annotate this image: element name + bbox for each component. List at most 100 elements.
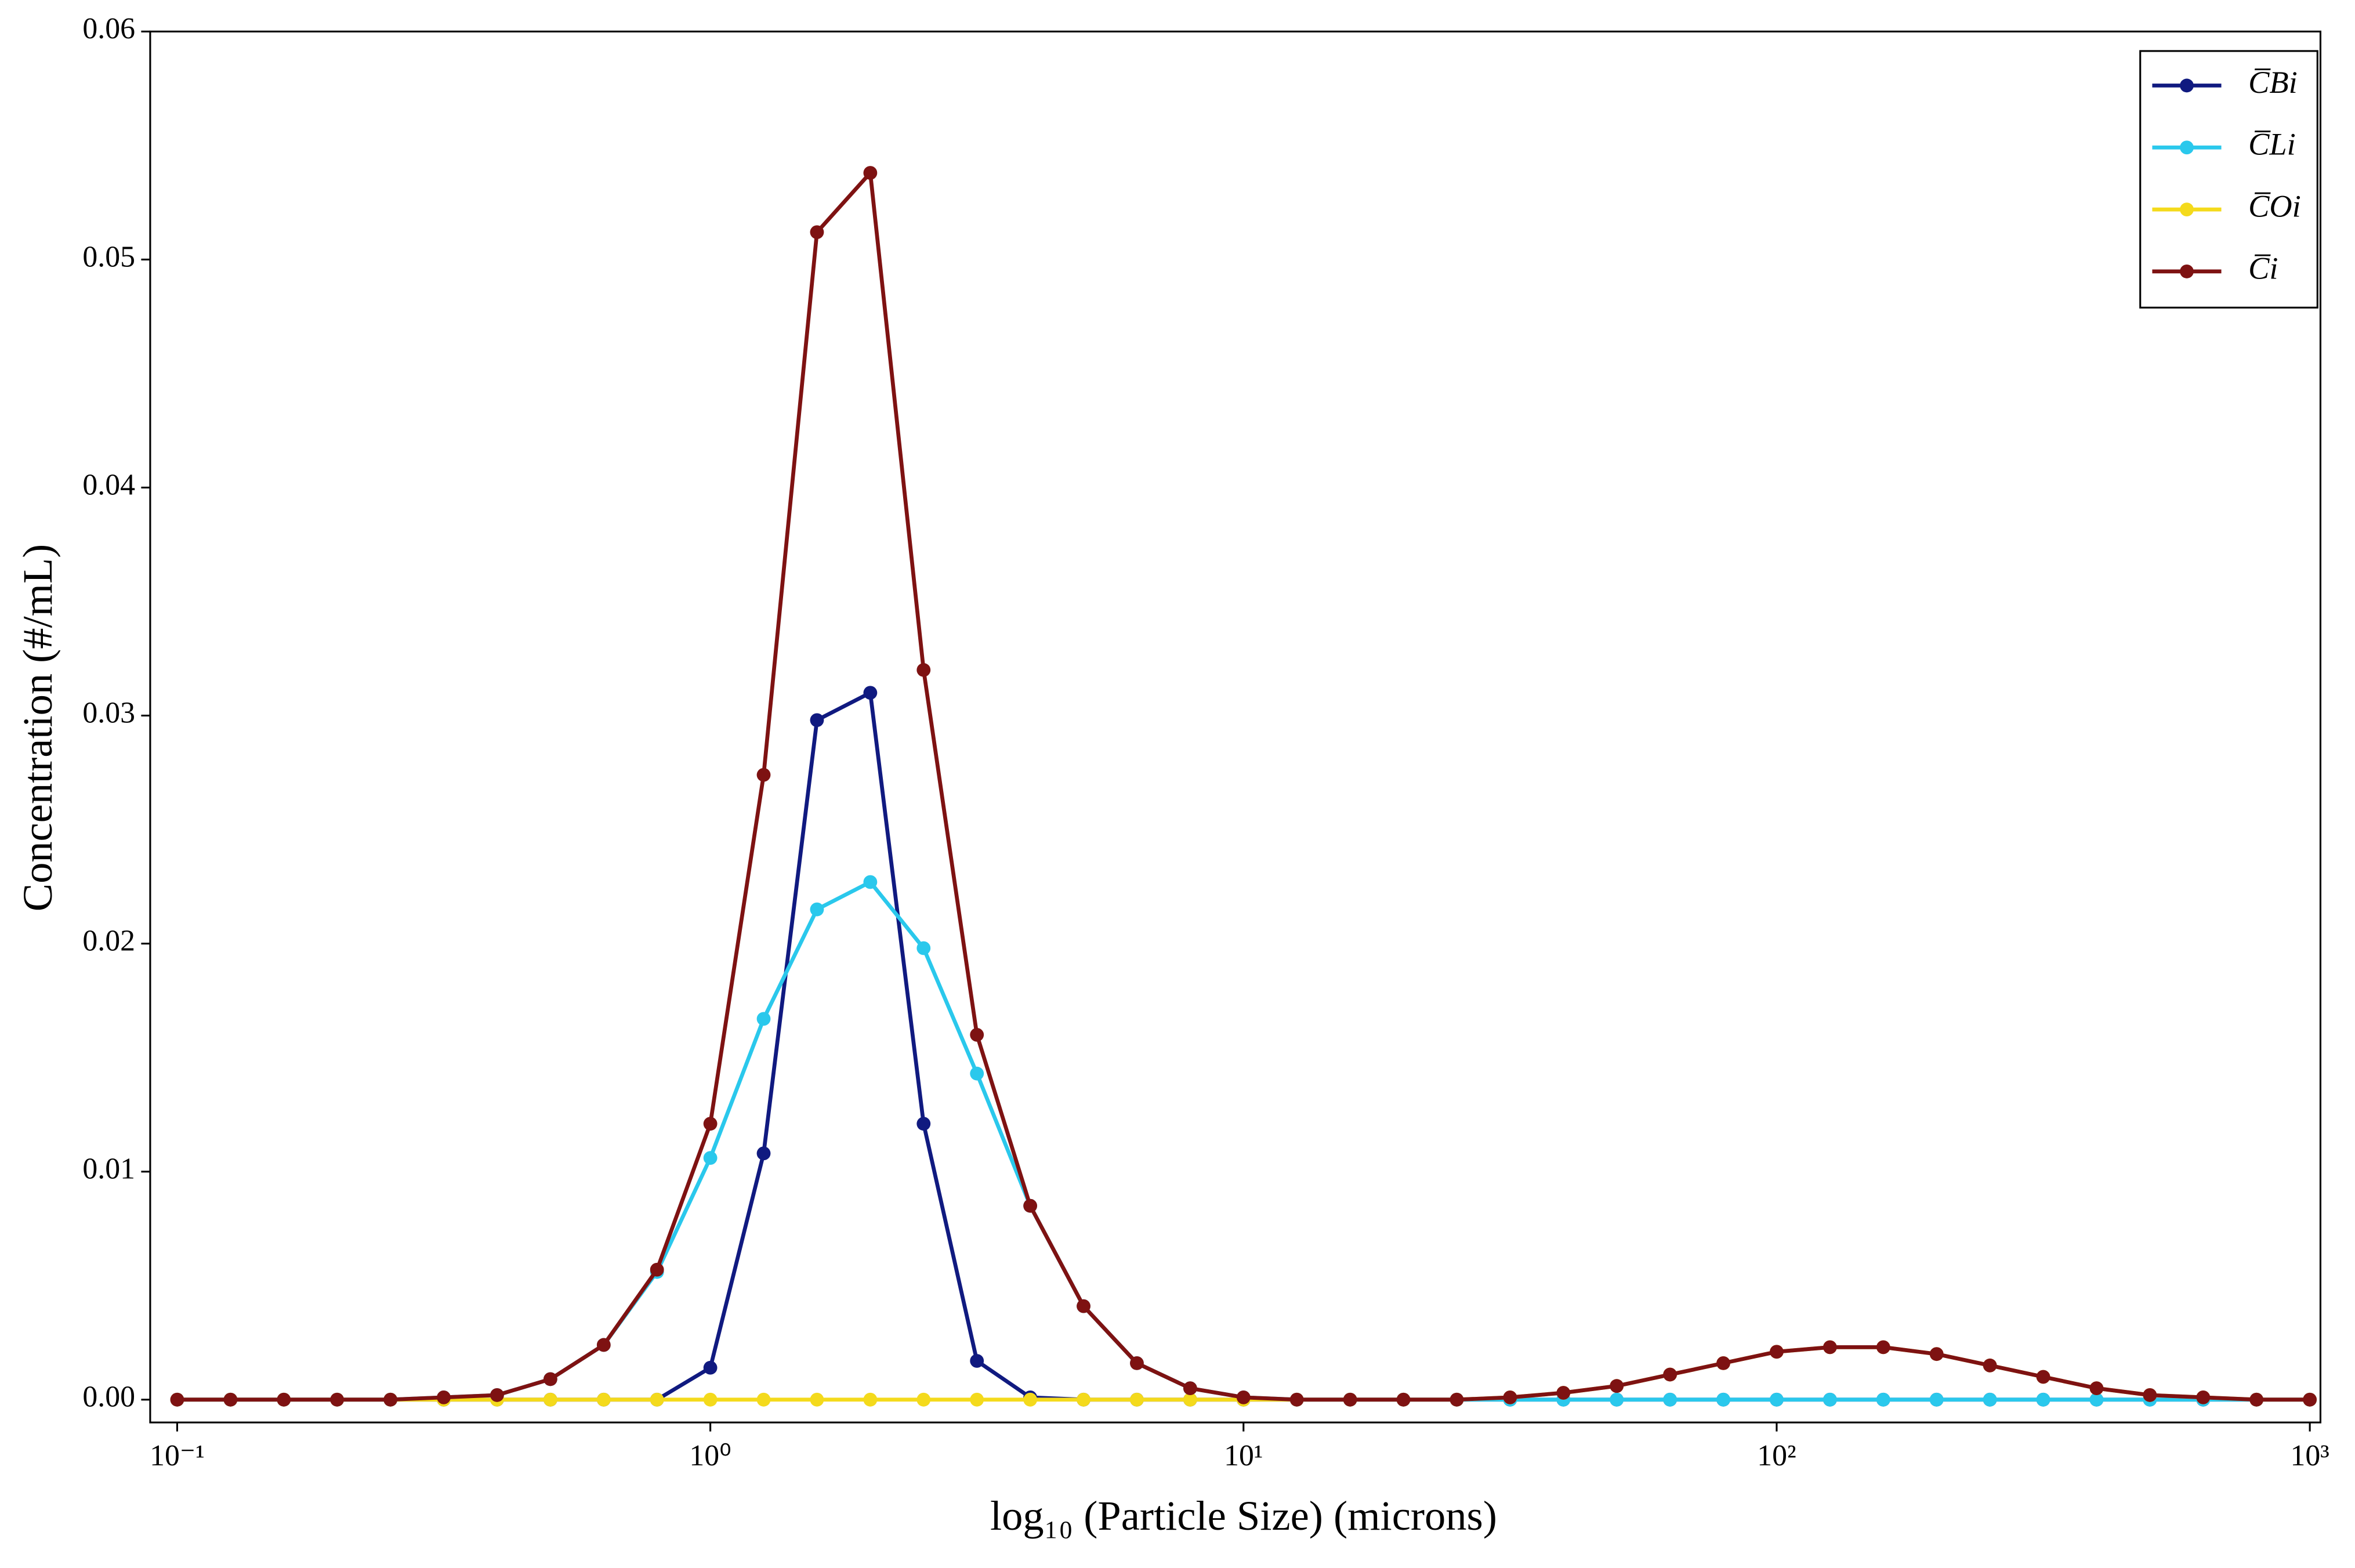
data-point xyxy=(650,1262,664,1277)
x-tick-label: 10² xyxy=(1757,1439,1796,1472)
data-point xyxy=(2249,1392,2264,1407)
data-point xyxy=(223,1392,238,1407)
data-point xyxy=(1023,1198,1038,1213)
data-point xyxy=(970,1027,984,1042)
data-point xyxy=(543,1372,557,1386)
series-line xyxy=(177,171,2310,1402)
data-point xyxy=(1023,1392,1038,1407)
data-point xyxy=(596,1338,611,1352)
data-point xyxy=(703,1117,718,1131)
data-point xyxy=(170,1392,184,1407)
data-point xyxy=(916,1392,931,1407)
data-point xyxy=(916,663,931,677)
legend-label: C̅Oi xyxy=(2248,189,2301,224)
data-point xyxy=(970,1354,984,1368)
data-point xyxy=(1183,1392,1197,1407)
data-point xyxy=(1130,1392,1144,1407)
y-tick-label: 0.06 xyxy=(82,12,135,45)
data-point xyxy=(756,767,771,782)
data-point xyxy=(756,1012,771,1026)
legend-marker xyxy=(2180,265,2194,278)
data-point xyxy=(703,1392,718,1407)
data-point xyxy=(703,1360,718,1375)
x-tick-label: 10¹ xyxy=(1224,1439,1263,1472)
data-point xyxy=(2089,1381,2104,1396)
data-point xyxy=(863,1392,878,1407)
data-point xyxy=(1983,1392,1997,1407)
data-point xyxy=(2303,1392,2317,1407)
y-tick-label: 0.04 xyxy=(82,468,135,501)
y-tick-label: 0.02 xyxy=(82,925,135,958)
series xyxy=(170,875,2317,1407)
data-point xyxy=(703,1151,718,1165)
data-point xyxy=(330,1392,345,1407)
data-point xyxy=(810,713,824,727)
x-tick-label: 10⁰ xyxy=(689,1439,731,1472)
data-point xyxy=(490,1388,504,1402)
legend-label: C̅i xyxy=(2248,251,2278,285)
series xyxy=(170,166,2317,1407)
data-point xyxy=(543,1392,557,1407)
legend-box xyxy=(2139,50,2318,309)
data-point xyxy=(1663,1367,1678,1382)
y-tick-label: 0.01 xyxy=(82,1153,135,1186)
data-point xyxy=(1610,1379,1624,1393)
data-point xyxy=(383,1392,398,1407)
data-point xyxy=(1876,1340,1890,1355)
data-point xyxy=(1077,1392,1090,1407)
data-point xyxy=(756,1392,771,1407)
x-tick-label: 10³ xyxy=(2290,1439,2329,1472)
data-point xyxy=(2196,1390,2211,1404)
data-point xyxy=(810,902,824,917)
data-point xyxy=(1610,1392,1624,1407)
legend-label: C̅Bi xyxy=(2248,65,2298,100)
data-point xyxy=(1077,1299,1090,1313)
data-point xyxy=(1876,1392,1890,1407)
legend-label: C̅Li xyxy=(2248,127,2296,162)
data-point xyxy=(863,166,878,180)
data-point xyxy=(1663,1392,1678,1407)
data-point xyxy=(1716,1392,1730,1407)
data-point xyxy=(1823,1340,1837,1355)
data-point xyxy=(1236,1390,1251,1404)
y-tick-label: 0.00 xyxy=(82,1381,135,1414)
x-tick-label: 10⁻¹ xyxy=(150,1439,205,1472)
data-point xyxy=(650,1392,664,1407)
data-point xyxy=(1343,1392,1357,1407)
data-point xyxy=(1503,1390,1517,1404)
data-point xyxy=(437,1390,451,1404)
data-point xyxy=(863,875,878,889)
series-line xyxy=(177,880,2310,1402)
data-point xyxy=(1130,1356,1144,1370)
series xyxy=(170,686,2317,1407)
series-line xyxy=(177,690,2310,1402)
data-point xyxy=(1823,1392,1837,1407)
plot-frame xyxy=(149,30,2321,1424)
y-tick-label: 0.03 xyxy=(82,696,135,729)
y-axis-label: Concentration (#/mL) xyxy=(14,544,61,911)
data-point xyxy=(2089,1392,2104,1407)
data-point xyxy=(2143,1388,2157,1402)
data-point xyxy=(916,1117,931,1131)
data-point xyxy=(1929,1392,1944,1407)
data-point xyxy=(1289,1392,1304,1407)
y-tick-label: 0.05 xyxy=(82,240,135,273)
data-point xyxy=(2036,1370,2050,1384)
data-point xyxy=(1770,1345,1784,1359)
data-point xyxy=(1929,1347,1944,1361)
data-point xyxy=(810,225,824,240)
x-axis-label: log₁₀ (Particle Size) (microns) xyxy=(990,1492,1497,1539)
data-point xyxy=(970,1066,984,1081)
data-point xyxy=(1396,1392,1411,1407)
data-point xyxy=(277,1392,291,1407)
data-point xyxy=(1983,1358,1997,1373)
data-point xyxy=(2036,1392,2050,1407)
data-point xyxy=(810,1392,824,1407)
legend-marker xyxy=(2180,78,2194,93)
legend-marker xyxy=(2180,140,2194,155)
data-point xyxy=(1183,1381,1197,1396)
data-point xyxy=(1450,1392,1464,1407)
legend-marker xyxy=(2180,202,2194,216)
data-point xyxy=(596,1392,611,1407)
